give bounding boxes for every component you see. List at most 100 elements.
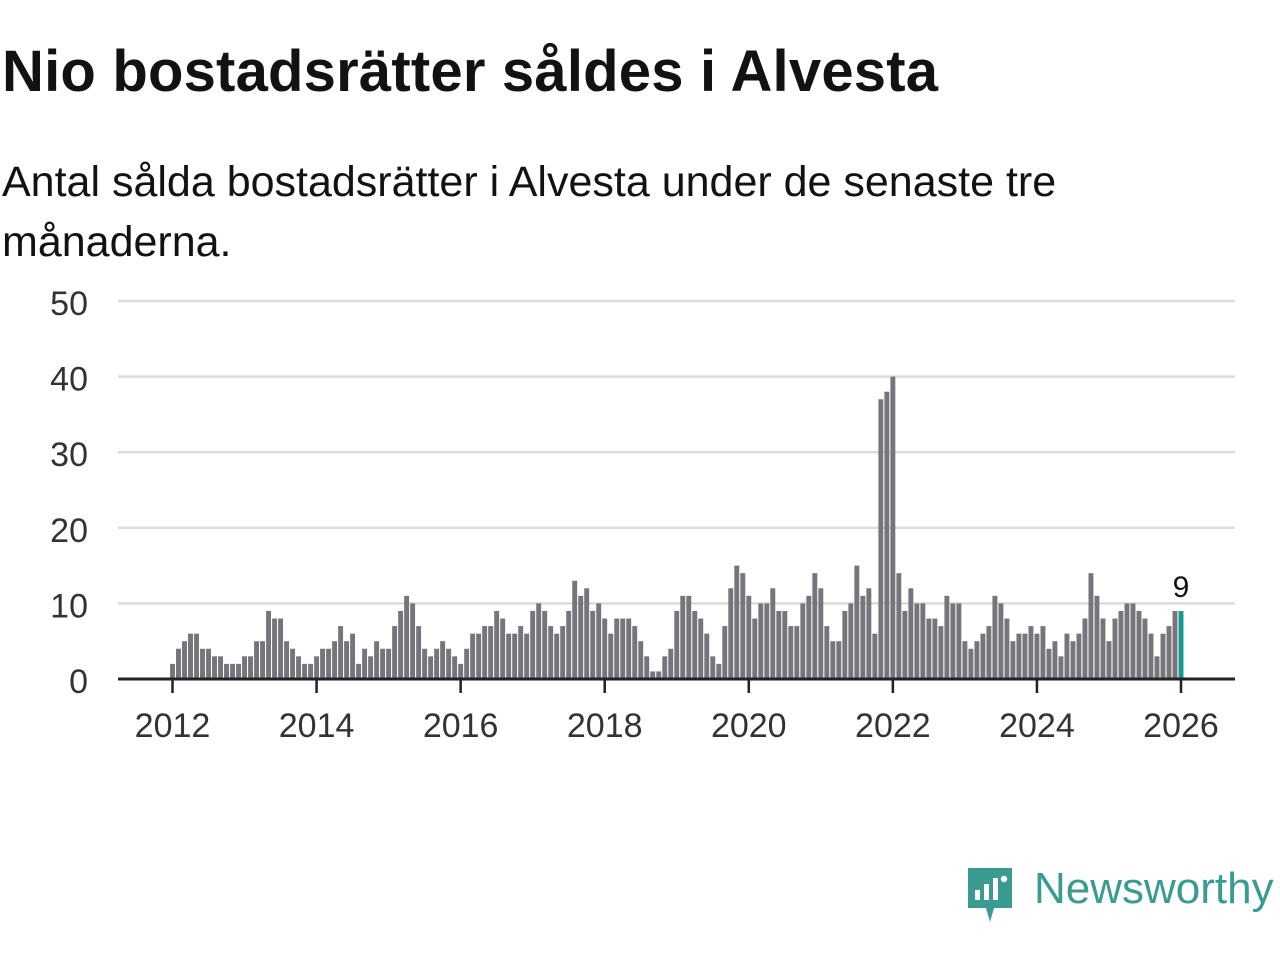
bar — [638, 641, 644, 679]
bar — [554, 633, 560, 679]
bar — [398, 610, 404, 679]
bar — [386, 648, 392, 679]
bar — [632, 626, 638, 679]
bar — [506, 633, 512, 679]
bar — [614, 618, 620, 679]
x-axis-ticks: 2012 2014 2016 2018 2020 2022 2024 2026 — [135, 679, 1219, 745]
bar — [1112, 618, 1118, 679]
bar — [980, 633, 986, 679]
y-tick-label: 40 — [50, 361, 88, 399]
bar — [488, 626, 494, 679]
bar — [878, 399, 884, 679]
bar — [1136, 610, 1142, 679]
bar — [800, 603, 806, 679]
bar — [350, 633, 356, 679]
bar — [326, 648, 332, 679]
bar — [740, 573, 746, 679]
bar — [926, 618, 932, 679]
bar — [908, 588, 914, 679]
bar — [788, 626, 794, 679]
bar — [944, 595, 950, 679]
bar — [308, 663, 314, 679]
bar — [278, 618, 284, 679]
bar — [206, 648, 211, 679]
bar — [692, 610, 698, 679]
bar — [362, 648, 368, 679]
bar — [1034, 633, 1040, 679]
bar — [782, 610, 788, 679]
bar — [1070, 641, 1076, 679]
bar — [200, 648, 205, 679]
bar — [1082, 618, 1088, 679]
bar — [236, 663, 241, 679]
bar — [458, 663, 464, 679]
bar — [338, 626, 344, 679]
chart-title: Nio bostadsrätter såldes i Alvesta — [2, 39, 939, 104]
y-tick-label: 10 — [50, 587, 88, 625]
bar — [560, 626, 566, 679]
bar — [626, 618, 632, 679]
bar — [470, 633, 476, 679]
bar — [596, 603, 602, 679]
bar — [410, 603, 416, 679]
bar — [566, 610, 572, 679]
newsworthy-logo-icon — [968, 868, 1012, 922]
bar — [962, 641, 968, 679]
bar — [260, 641, 266, 679]
bar — [170, 663, 175, 679]
bar — [746, 595, 752, 679]
bar — [866, 588, 872, 679]
bar — [680, 595, 686, 679]
bar — [938, 626, 944, 679]
bar — [776, 610, 782, 679]
bar — [1100, 618, 1106, 679]
bar — [434, 648, 440, 679]
bar — [476, 633, 482, 679]
bar — [608, 633, 614, 679]
bar — [1118, 610, 1124, 679]
bar — [590, 610, 596, 679]
bar — [512, 633, 518, 679]
bar — [1166, 626, 1172, 679]
y-tick-label: 20 — [50, 512, 88, 550]
bar — [284, 641, 290, 679]
bar — [380, 648, 386, 679]
bar — [392, 626, 398, 679]
bar — [176, 648, 181, 679]
bar — [914, 603, 920, 679]
bar — [1040, 626, 1046, 679]
bar — [1148, 633, 1154, 679]
bar — [848, 603, 854, 679]
bar — [896, 573, 902, 679]
bar — [482, 626, 488, 679]
bar — [404, 595, 410, 679]
bar — [818, 588, 824, 679]
bar — [602, 618, 608, 679]
bar — [314, 656, 320, 679]
bar — [212, 656, 217, 679]
bar — [1106, 641, 1112, 679]
bar — [536, 603, 542, 679]
bar — [1010, 641, 1016, 679]
bar — [704, 633, 710, 679]
bar — [890, 376, 896, 679]
bar — [416, 626, 422, 679]
bar — [266, 610, 272, 679]
bar — [1154, 656, 1160, 679]
brand-name: Newsworthy — [1034, 864, 1274, 913]
bar — [242, 656, 247, 679]
bar — [824, 626, 830, 679]
bar — [770, 588, 776, 679]
bar — [530, 610, 536, 679]
bar — [860, 595, 866, 679]
gridlines — [118, 299, 1235, 605]
bar — [500, 618, 506, 679]
bar — [1088, 573, 1094, 679]
bar — [1052, 641, 1058, 679]
bars — [170, 376, 1184, 679]
bar — [716, 663, 722, 679]
x-tick-label: 2020 — [711, 707, 787, 745]
bar — [224, 663, 229, 679]
x-tick-label: 2022 — [855, 707, 931, 745]
bar — [830, 641, 836, 679]
